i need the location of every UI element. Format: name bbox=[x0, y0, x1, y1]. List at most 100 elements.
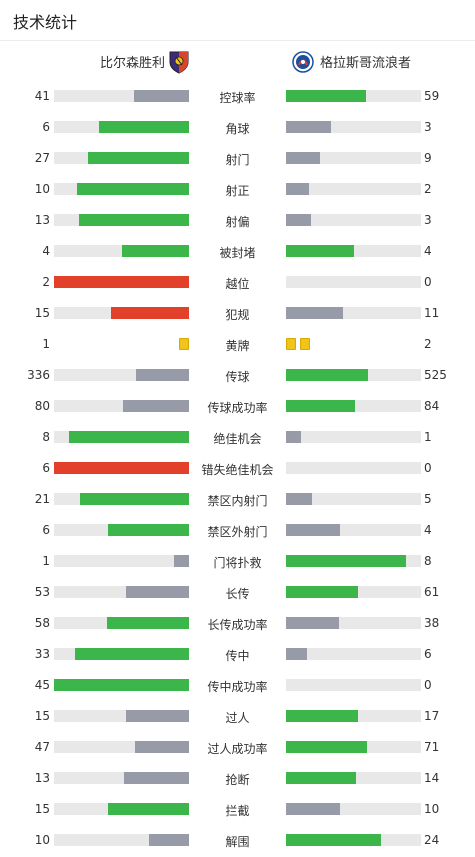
away-value: 8 bbox=[424, 554, 432, 568]
away-value: 6 bbox=[424, 647, 432, 661]
home-value: 45 bbox=[34, 678, 50, 692]
away-value: 0 bbox=[424, 275, 432, 289]
stat-label: 错失绝佳机会 bbox=[201, 463, 274, 477]
away-bar-track bbox=[286, 245, 421, 257]
away-value: 0 bbox=[424, 678, 432, 692]
away-value: 5 bbox=[424, 492, 432, 506]
home-value: 33 bbox=[34, 647, 50, 661]
stat-row: 10 解围 24 bbox=[0, 825, 475, 856]
away-bar-track bbox=[286, 679, 421, 691]
stat-row: 15 犯规 11 bbox=[0, 298, 475, 329]
home-bar bbox=[108, 524, 189, 536]
stat-row: 15 拦截 10 bbox=[0, 794, 475, 825]
home-bar-track bbox=[54, 803, 189, 815]
away-value: 11 bbox=[424, 306, 440, 320]
home-bar bbox=[174, 555, 189, 567]
home-bar-track bbox=[54, 555, 189, 567]
home-value: 27 bbox=[34, 151, 50, 165]
stat-row: 10 射正 2 bbox=[0, 174, 475, 205]
away-bar-track bbox=[286, 431, 421, 443]
stat-row: 2 越位 0 bbox=[0, 267, 475, 298]
home-value: 6 bbox=[42, 461, 50, 475]
stat-row: 58 长传成功率 38 bbox=[0, 608, 475, 639]
yellow-card-icon bbox=[300, 338, 310, 350]
away-team-name: 格拉斯哥流浪者 bbox=[320, 56, 412, 71]
stat-row: 21 禁区内射门 5 bbox=[0, 484, 475, 515]
home-bar bbox=[79, 214, 189, 226]
home-bar-track bbox=[54, 431, 189, 443]
away-bar bbox=[286, 617, 340, 629]
home-bar-track bbox=[54, 245, 189, 257]
away-bar-track bbox=[286, 307, 421, 319]
stat-label: 传球 bbox=[225, 370, 250, 384]
home-bar-track bbox=[54, 586, 189, 598]
stat-label: 传中 bbox=[225, 649, 250, 663]
away-bar-track bbox=[286, 617, 421, 629]
home-bar-track bbox=[54, 772, 189, 784]
away-value: 17 bbox=[424, 709, 440, 723]
away-bar-track bbox=[286, 152, 421, 164]
home-bar bbox=[133, 90, 189, 102]
away-bar-track bbox=[286, 369, 421, 381]
home-value: 1 bbox=[42, 554, 50, 568]
away-value: 9 bbox=[424, 151, 432, 165]
stat-row: 41 控球率 59 bbox=[0, 81, 475, 112]
home-value: 10 bbox=[34, 182, 50, 196]
away-value: 2 bbox=[424, 182, 432, 196]
home-value: 15 bbox=[34, 802, 50, 816]
away-bar bbox=[286, 121, 331, 133]
home-bar-track bbox=[54, 741, 189, 753]
away-value: 1 bbox=[424, 430, 432, 444]
home-bar bbox=[136, 369, 189, 381]
away-value: 2 bbox=[424, 337, 432, 351]
home-bar-track bbox=[54, 493, 189, 505]
away-bar bbox=[286, 710, 358, 722]
away-bar-track bbox=[286, 834, 421, 846]
away-team-logo-icon bbox=[292, 51, 314, 73]
home-value: 41 bbox=[34, 89, 50, 103]
stat-label: 射正 bbox=[225, 184, 250, 198]
stat-label: 禁区外射门 bbox=[207, 525, 268, 539]
stat-label: 射门 bbox=[225, 153, 250, 167]
home-bar-track bbox=[54, 369, 189, 381]
stat-label: 长传成功率 bbox=[207, 618, 268, 632]
away-bar bbox=[286, 307, 344, 319]
home-value: 13 bbox=[34, 771, 50, 785]
away-bar-track bbox=[286, 400, 421, 412]
home-value: 58 bbox=[34, 616, 50, 630]
home-value: 15 bbox=[34, 306, 50, 320]
home-bar bbox=[54, 276, 189, 288]
home-bar-track bbox=[54, 276, 189, 288]
away-value: 0 bbox=[424, 461, 432, 475]
home-value: 6 bbox=[42, 120, 50, 134]
away-bar-track bbox=[286, 555, 421, 567]
stat-label: 过人 bbox=[225, 711, 250, 725]
home-bar-track bbox=[54, 214, 189, 226]
stat-label: 绝佳机会 bbox=[213, 432, 262, 446]
home-value: 15 bbox=[34, 709, 50, 723]
stat-label: 门将扑救 bbox=[213, 556, 262, 570]
stat-row: 6 禁区外射门 4 bbox=[0, 515, 475, 546]
stat-label: 传中成功率 bbox=[207, 680, 268, 694]
home-value: 13 bbox=[34, 213, 50, 227]
away-value: 24 bbox=[424, 833, 440, 847]
yellow-card-icon bbox=[286, 338, 296, 350]
stat-label: 越位 bbox=[225, 277, 250, 291]
away-bar-track bbox=[286, 524, 421, 536]
home-bar-track bbox=[54, 679, 189, 691]
away-yellow-cards bbox=[286, 338, 421, 350]
home-bar-track bbox=[54, 648, 189, 660]
home-bar bbox=[69, 431, 189, 443]
stat-label: 过人成功率 bbox=[207, 742, 268, 756]
stat-label: 解围 bbox=[225, 835, 250, 849]
away-bar bbox=[286, 648, 307, 660]
stat-label: 抢断 bbox=[225, 773, 250, 787]
stat-row: 15 过人 17 bbox=[0, 701, 475, 732]
away-bar bbox=[286, 493, 312, 505]
home-bar bbox=[135, 741, 189, 753]
away-bar-track bbox=[286, 803, 421, 815]
away-value: 84 bbox=[424, 399, 440, 413]
stat-row: 336 传球 525 bbox=[0, 360, 475, 391]
page-title: 技术统计 bbox=[13, 13, 78, 32]
header: 技术统计 bbox=[0, 0, 475, 41]
